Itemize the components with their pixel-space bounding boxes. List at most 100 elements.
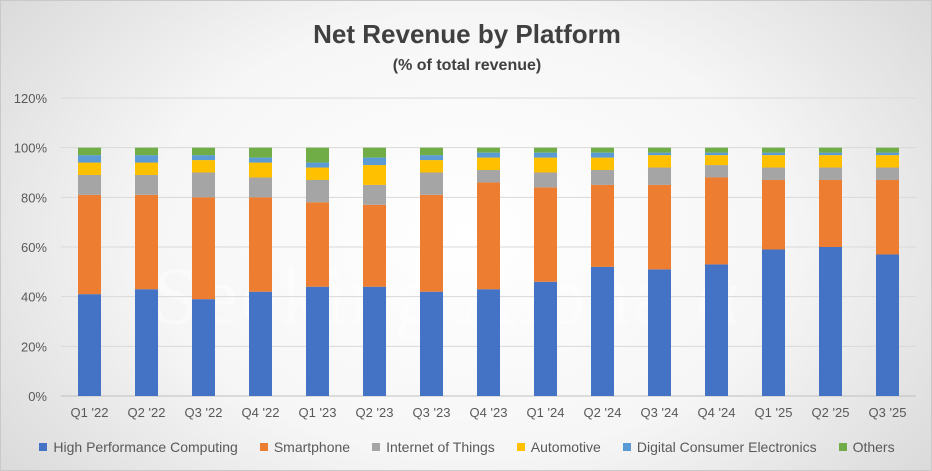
bar-segment	[420, 147, 443, 156]
bar-segment	[876, 155, 899, 168]
legend-item: Others	[838, 439, 895, 455]
bar-segment	[705, 177, 728, 265]
legend-item: Automotive	[516, 439, 601, 455]
bar-segment	[819, 152, 842, 156]
bar-segment	[135, 155, 158, 163]
bar-segment	[762, 152, 785, 156]
bar-segment	[477, 289, 500, 396]
bar-segment	[591, 184, 614, 267]
bar-segment	[420, 155, 443, 161]
bar-segment	[363, 165, 386, 185]
x-tick-label: Q3 '23	[413, 405, 451, 420]
bar-segment	[534, 152, 557, 158]
x-tick-label: Q1 '24	[527, 405, 565, 420]
legend-swatch	[39, 443, 48, 451]
bar-segment	[648, 269, 671, 396]
bar-segment	[876, 167, 899, 180]
bar-segment	[534, 187, 557, 282]
legend-label: Internet of Things	[386, 439, 495, 455]
legend-item: High Performance Computing	[39, 439, 238, 455]
bar-segment	[762, 147, 785, 153]
x-tick-label: Q2 '24	[584, 405, 622, 420]
bar-segment	[306, 147, 329, 163]
y-tick-label: 60%	[21, 240, 47, 255]
bar-segment	[477, 152, 500, 158]
bar-segment	[78, 162, 101, 175]
bar-segment	[819, 179, 842, 247]
bar-segment	[591, 266, 614, 396]
bar-segment	[705, 155, 728, 166]
x-tick-label: Q4 '23	[470, 405, 508, 420]
bar-segment	[306, 162, 329, 168]
bar-segment	[876, 254, 899, 396]
bar-segment	[192, 160, 215, 173]
bar-segment	[363, 157, 386, 166]
bar-segment	[534, 172, 557, 188]
bar-segment	[192, 172, 215, 198]
bar-segment	[591, 170, 614, 185]
bar-segment	[762, 167, 785, 180]
bar-segment	[648, 152, 671, 156]
x-tick-label: Q1 '25	[755, 405, 793, 420]
x-tick-label: Q1 '23	[299, 405, 337, 420]
legend-swatch	[259, 443, 268, 451]
bar-segment	[648, 167, 671, 185]
bar-segment	[192, 299, 215, 396]
bar-segment	[762, 179, 785, 250]
y-tick-label: 120%	[14, 91, 48, 106]
bar-segment	[249, 147, 272, 158]
bar-segment	[819, 167, 842, 180]
bar-segment	[648, 184, 671, 270]
bar-segment	[363, 286, 386, 396]
bar-segment	[534, 157, 557, 173]
bar-segment	[135, 147, 158, 156]
bar-segment	[876, 147, 899, 153]
x-tick-label: Q3 '25	[869, 405, 907, 420]
x-tick-label: Q1 '22	[71, 405, 109, 420]
legend-item: Internet of Things	[372, 439, 495, 455]
bar-segment	[876, 152, 899, 156]
chart-subtitle: (% of total revenue)	[392, 57, 542, 74]
bar-segment	[534, 281, 557, 396]
legend-swatch	[838, 443, 847, 451]
bar-segment	[477, 170, 500, 183]
bar-segment	[477, 157, 500, 171]
bar-segment	[192, 147, 215, 156]
bar-segment	[705, 147, 728, 153]
y-tick-label: 80%	[21, 190, 47, 205]
bar-segment	[705, 264, 728, 396]
chart-title: Net Revenue by Platform	[313, 19, 621, 49]
bar-segment	[135, 174, 158, 195]
bar-segment	[477, 147, 500, 153]
bar-segment	[420, 172, 443, 195]
x-tick-label: Q2 '22	[128, 405, 166, 420]
bar-segment	[420, 194, 443, 292]
bar-segment	[819, 147, 842, 153]
y-tick-label: 20%	[21, 339, 47, 354]
bar-segment	[135, 162, 158, 175]
x-tick-label: Q3 '24	[641, 405, 679, 420]
bar-segment	[477, 182, 500, 290]
bar-segment	[591, 152, 614, 158]
legend-label: Others	[852, 439, 895, 455]
bar-segment	[192, 155, 215, 161]
legend-swatch	[372, 443, 381, 451]
bar-segment	[819, 247, 842, 396]
x-tick-label: Q4 '24	[698, 405, 736, 420]
bar-segment	[306, 202, 329, 287]
bar-segment	[705, 152, 728, 156]
bar-segment	[876, 179, 899, 255]
bar-segment	[78, 147, 101, 156]
x-tick-label: Q4 '22	[242, 405, 280, 420]
bar-segment	[363, 147, 386, 158]
legend-label: Digital Consumer Electronics	[636, 439, 817, 455]
x-tick-label: Q3 '22	[185, 405, 223, 420]
y-tick-label: 100%	[14, 141, 48, 156]
bar-segment	[78, 155, 101, 163]
bar-segment	[135, 289, 158, 396]
bar-segment	[249, 291, 272, 396]
x-tick-label: Q2 '25	[812, 405, 850, 420]
bar-segment	[192, 197, 215, 300]
